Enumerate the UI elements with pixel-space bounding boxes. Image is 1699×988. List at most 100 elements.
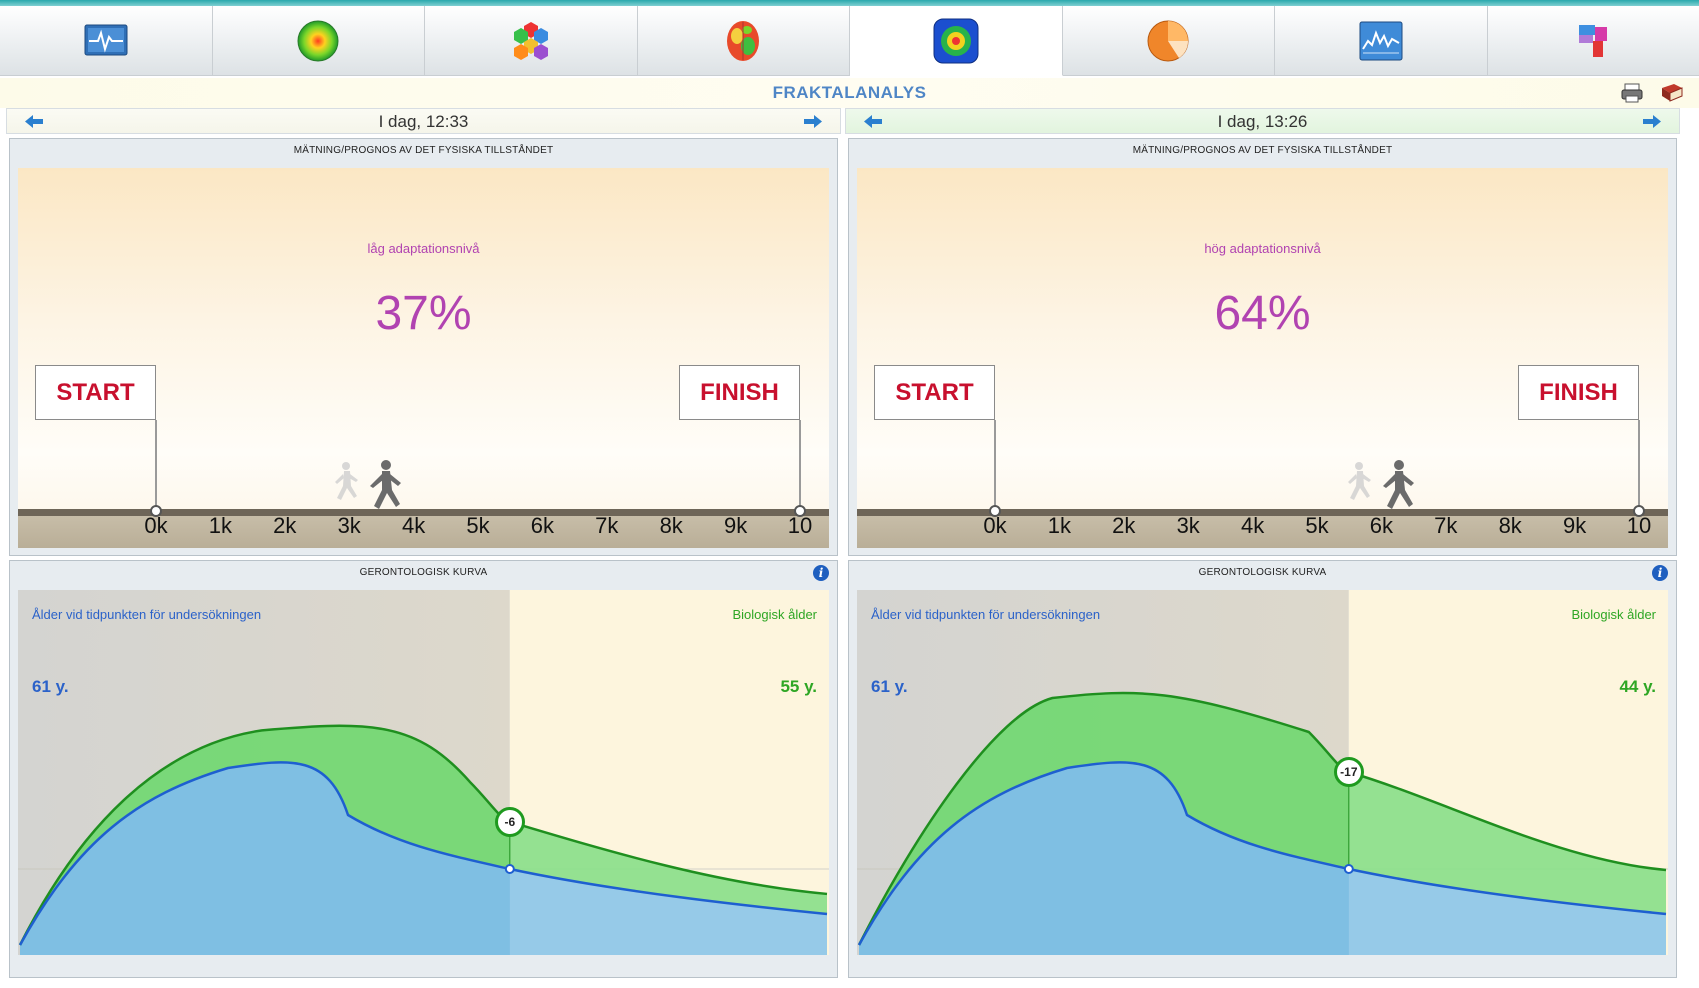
- arrow-left-icon[interactable]: [864, 115, 882, 128]
- main-tab-bar: [0, 6, 1699, 78]
- chronological-age-curve: [18, 761, 828, 946]
- distance-tick-label: 6k: [1369, 513, 1394, 538]
- fractal-analysis-icon: [933, 18, 979, 63]
- date-navigator: I dag, 13:26: [845, 108, 1680, 134]
- distance-tick-label: 1k: [1047, 513, 1072, 538]
- track-ground: [18, 516, 829, 548]
- tab-brain[interactable]: [637, 6, 850, 76]
- tab-pie[interactable]: [1062, 6, 1275, 76]
- gerontology-curve: Ålder vid tidpunkten för undersökningen …: [857, 590, 1668, 955]
- biological-age-value: 55 y.: [780, 677, 817, 696]
- print-icon[interactable]: [1620, 82, 1644, 104]
- biological-age-label: Biologisk ålder: [1571, 607, 1656, 622]
- tab-puzzle[interactable]: [1487, 6, 1699, 76]
- distance-tick-label: 10: [1626, 513, 1652, 538]
- info-icon[interactable]: i: [1652, 565, 1668, 581]
- fitness-prognosis-box: MÄTNING/PROGNOS AV DET FYSISKA TILLSTÅND…: [848, 138, 1677, 556]
- spectrum-chart-icon: [1359, 21, 1403, 60]
- curve-header: GERONTOLOGISK KURVA: [1198, 567, 1327, 578]
- chronological-age-value: 61 y.: [32, 677, 69, 696]
- distance-tick-label: 2k: [1112, 513, 1136, 538]
- adaptation-level: hög adaptationsnivå: [1204, 241, 1321, 256]
- current-age-marker: [1343, 864, 1354, 874]
- track-line: [857, 509, 1668, 516]
- distance-tick-label: 7k: [595, 513, 619, 538]
- start-pole: [155, 420, 157, 515]
- start-pole: [994, 420, 996, 515]
- distance-tick-label: 8k: [659, 513, 683, 538]
- arrow-right-icon[interactable]: [1643, 115, 1661, 128]
- left-panel: I dag, 12:33 MÄTNING/PROGNOS AV DET FYSI…: [6, 108, 841, 978]
- arrow-left-icon[interactable]: [25, 115, 43, 128]
- date-navigator: I dag, 12:33: [6, 108, 841, 134]
- distance-tick-label: 8k: [1498, 513, 1522, 538]
- heatmap-circle-icon: [297, 20, 339, 61]
- distance-tick-label: 1k: [208, 513, 233, 538]
- distance-tick-label: 10: [787, 513, 813, 538]
- measurement-datetime: I dag, 13:26: [1217, 112, 1308, 131]
- curve-chart: [18, 590, 829, 955]
- distance-tick-label: 3k: [1176, 513, 1200, 538]
- right-panel: I dag, 13:26 MÄTNING/PROGNOS AV DET FYSI…: [845, 108, 1680, 978]
- biological-age-curve: [18, 724, 828, 946]
- finish-pole: [1638, 420, 1640, 515]
- age-difference-badge: -6: [494, 806, 525, 837]
- distance-tick-label: 0k: [983, 513, 1007, 538]
- adaptation-level: låg adaptationsnivå: [367, 241, 480, 256]
- distance-tick-label: 3k: [337, 513, 361, 538]
- runner-icon: [1348, 460, 1415, 509]
- chronological-age-value: 61 y.: [871, 677, 908, 696]
- hexagon-cluster-icon: [513, 21, 548, 60]
- start-marker: [150, 505, 162, 517]
- chronological-age-area: [20, 762, 827, 955]
- info-icon[interactable]: i: [813, 565, 829, 581]
- distance-tick-label: 7k: [1434, 513, 1458, 538]
- top-accent-bar: [0, 0, 1699, 6]
- chronological-age-curve: [857, 761, 1667, 946]
- future-overlay: [509, 590, 829, 955]
- tab-spectrum[interactable]: [1275, 6, 1488, 76]
- finish-marker: [1633, 505, 1645, 517]
- finish-flag: FINISH: [679, 365, 800, 420]
- tab-ecg[interactable]: [0, 6, 213, 76]
- curve-chart: [857, 590, 1668, 955]
- distance-tick-label: 6k: [530, 513, 555, 538]
- current-age-marker: [504, 864, 515, 874]
- gerontology-curve: Ålder vid tidpunkten för undersökningen …: [18, 590, 829, 955]
- start-marker: [989, 505, 1001, 517]
- race-track-stage: låg adaptationsnivå 37% START FINISH 0k 1…: [18, 168, 829, 548]
- adaptation-percent: 64%: [1214, 287, 1311, 340]
- distance-tick-label: 5k: [1305, 513, 1329, 538]
- adaptation-percent: 37%: [375, 287, 472, 340]
- page-title: FRAKTALANALYS: [772, 83, 927, 102]
- fitness-prognosis-box: MÄTNING/PROGNOS AV DET FYSISKA TILLSTÅND…: [9, 138, 838, 556]
- gerontology-box: GERONTOLOGISK KURVA i Ålder vid tidpunkt…: [9, 560, 838, 978]
- start-flag: START: [874, 365, 995, 420]
- chronological-age-area: [859, 762, 1666, 955]
- start-flag: START: [35, 365, 156, 420]
- arrow-right-icon[interactable]: [804, 115, 822, 128]
- gerontology-box: GERONTOLOGISK KURVA i Ålder vid tidpunkt…: [848, 560, 1677, 978]
- distance-tick-label: 5k: [466, 513, 490, 538]
- measurement-datetime: I dag, 12:33: [378, 112, 469, 131]
- tab-hexagons[interactable]: [425, 6, 638, 76]
- distance-tick-label: 4k: [401, 513, 426, 538]
- age-at-exam-label: Ålder vid tidpunkten för undersökningen: [871, 607, 1101, 622]
- distance-tick-label: 9k: [723, 513, 748, 538]
- distance-tick-label: 0k: [144, 513, 168, 538]
- curve-header: GERONTOLOGISK KURVA: [359, 567, 488, 578]
- runner-icon: [335, 460, 402, 509]
- age-at-exam-label: Ålder vid tidpunkten för undersökningen: [32, 607, 262, 622]
- biological-age-label: Biologisk ålder: [732, 607, 817, 622]
- track-ground: [857, 516, 1668, 548]
- finish-flag: FINISH: [1518, 365, 1639, 420]
- distance-tick-label: 4k: [1240, 513, 1265, 538]
- track-line: [18, 509, 829, 516]
- ecg-monitor-icon: [84, 24, 128, 55]
- finish-marker: [794, 505, 806, 517]
- age-difference-badge: -17: [1333, 757, 1364, 787]
- book-icon[interactable]: [1660, 82, 1684, 104]
- brain-map-icon: [727, 20, 760, 61]
- tab-heatmap[interactable]: [212, 6, 425, 76]
- tab-fractal[interactable]: [850, 6, 1063, 76]
